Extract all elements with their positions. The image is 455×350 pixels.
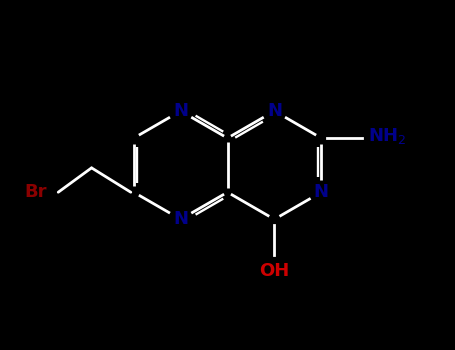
Text: N: N [267, 102, 282, 120]
Text: N: N [173, 102, 188, 120]
Text: N: N [314, 183, 329, 201]
Text: NH$_2$: NH$_2$ [368, 126, 407, 146]
Text: Br: Br [25, 183, 47, 201]
Text: OH: OH [259, 262, 289, 280]
Text: N: N [173, 210, 188, 228]
